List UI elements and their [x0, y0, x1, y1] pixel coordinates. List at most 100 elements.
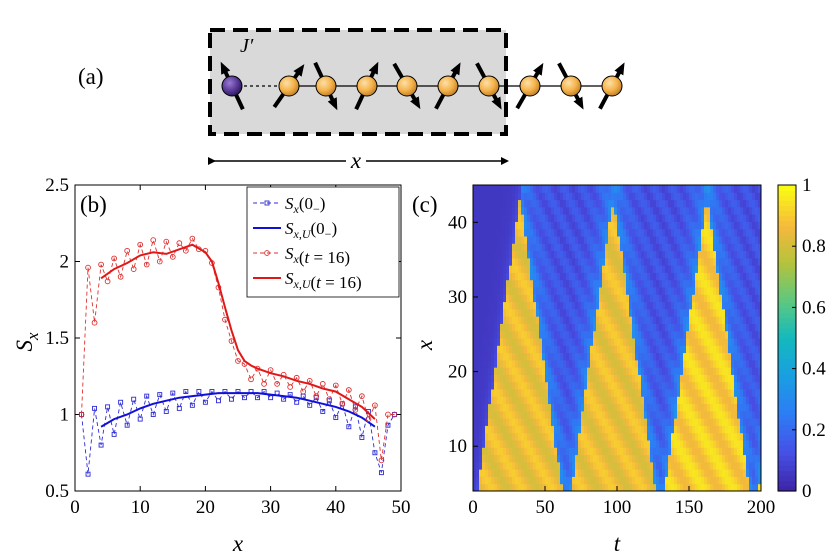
- heatmap-cell: [590, 410, 594, 419]
- heatmap-cell: [653, 301, 657, 310]
- heatmap-cell: [527, 410, 531, 419]
- heatmap-cell: [602, 352, 606, 361]
- heatmap-cell: [713, 272, 717, 281]
- heatmap-cell: [614, 287, 618, 295]
- heatmap-cell: [533, 403, 537, 412]
- heatmap-cell: [737, 192, 741, 201]
- heatmap-cell: [479, 308, 483, 317]
- heatmap-cell: [674, 243, 678, 252]
- heatmap-cell: [596, 221, 600, 230]
- heatmap-cell: [740, 199, 744, 208]
- heatmap-cell: [650, 250, 654, 259]
- heatmap-cell: [668, 330, 672, 339]
- square-marker: [176, 405, 182, 411]
- heatmap-cell: [671, 199, 675, 208]
- heatmap-cell: [710, 469, 714, 477]
- legend-marker: [264, 200, 270, 206]
- heatmap-cell: [521, 345, 525, 354]
- heatmap-cell: [689, 294, 693, 303]
- heatmap-cell: [551, 236, 555, 244]
- heatmap-cell: [476, 359, 480, 368]
- heatmap-cell: [515, 418, 519, 426]
- heatmap-cell: [554, 389, 558, 397]
- heatmap-cell: [533, 461, 537, 470]
- heatmap-cell: [677, 185, 681, 193]
- heatmap-cell: [587, 206, 591, 215]
- heatmap-cell: [695, 236, 699, 244]
- heatmap-cell: [623, 185, 627, 193]
- heatmap-cell: [611, 192, 615, 201]
- heatmap-cell: [545, 272, 549, 281]
- heatmap-cell: [497, 483, 501, 492]
- heatmap-cell: [638, 192, 642, 201]
- heatmap-cell: [641, 294, 645, 303]
- heatmap-cell: [695, 316, 699, 324]
- heatmap-cell: [674, 403, 678, 412]
- heatmap-cell: [671, 338, 675, 346]
- heatmap-cell: [494, 461, 498, 470]
- heatmap-cell: [578, 454, 582, 463]
- heatmap-cell: [557, 206, 561, 215]
- heatmap-cell: [644, 257, 648, 266]
- heatmap-cell: [695, 206, 699, 215]
- heatmap-cell: [560, 301, 564, 310]
- heatmap-cell: [659, 352, 663, 361]
- heatmap-cell: [551, 214, 555, 222]
- heatmap-cell: [755, 440, 759, 448]
- heatmap-cell: [722, 425, 726, 434]
- heatmap-cell: [632, 432, 636, 441]
- heatmap-cell: [539, 447, 543, 456]
- heatmap-cell: [530, 243, 534, 252]
- heatmap-cell: [560, 374, 564, 383]
- circle-marker: [150, 237, 157, 243]
- heatmap-cell: [479, 323, 483, 332]
- heatmap-cell: [485, 359, 489, 368]
- heatmap-cell: [536, 243, 540, 252]
- heatmap-cell: [746, 257, 750, 266]
- heatmap-cell: [662, 272, 666, 281]
- heatmap-cell: [689, 287, 693, 295]
- heatmap-cell: [509, 483, 513, 492]
- heatmap-cell: [665, 236, 669, 244]
- heatmap-cell: [689, 250, 693, 259]
- heatmap-cell: [647, 294, 651, 303]
- heatmap-cell: [482, 469, 486, 477]
- heatmap-cell: [560, 440, 564, 448]
- heatmap-cell: [476, 236, 480, 244]
- colorbar-segment: [778, 287, 796, 293]
- heatmap-cell: [734, 345, 738, 354]
- heatmap-cell: [524, 185, 528, 193]
- heatmap-cell: [527, 228, 531, 237]
- heatmap-cell: [653, 483, 657, 492]
- heatmap-cell: [662, 287, 666, 295]
- x-tick-label: 10: [131, 497, 150, 518]
- heatmap-cell: [752, 410, 756, 419]
- heatmap-cell: [554, 403, 558, 412]
- heatmap-cell: [542, 221, 546, 230]
- heatmap-cell: [755, 214, 759, 222]
- heatmap-cell: [704, 338, 708, 346]
- heatmap-cell: [500, 272, 504, 281]
- heatmap-cell: [527, 447, 531, 456]
- heatmap-cell: [677, 425, 681, 434]
- heatmap-cell: [647, 272, 651, 281]
- heatmap-cell: [536, 469, 540, 477]
- heatmap-cell: [674, 272, 678, 281]
- heatmap-cell: [527, 221, 531, 230]
- heatmap-cell: [719, 287, 723, 295]
- heatmap-cell: [725, 338, 729, 346]
- heatmap-cell: [563, 257, 567, 266]
- heatmap-cell: [575, 185, 579, 193]
- heatmap-cell: [569, 476, 573, 485]
- heatmap-cell: [740, 257, 744, 266]
- heatmap-cell: [722, 308, 726, 317]
- heatmap-cell: [689, 418, 693, 426]
- heatmap-cell: [593, 432, 597, 441]
- heatmap-cell: [524, 279, 528, 288]
- heatmap-cell: [686, 301, 690, 310]
- heatmap-cell: [755, 418, 759, 426]
- heatmap-cell: [596, 192, 600, 201]
- heatmap-cell: [644, 352, 648, 361]
- heatmap-cell: [494, 316, 498, 324]
- heatmap-cell: [521, 236, 525, 244]
